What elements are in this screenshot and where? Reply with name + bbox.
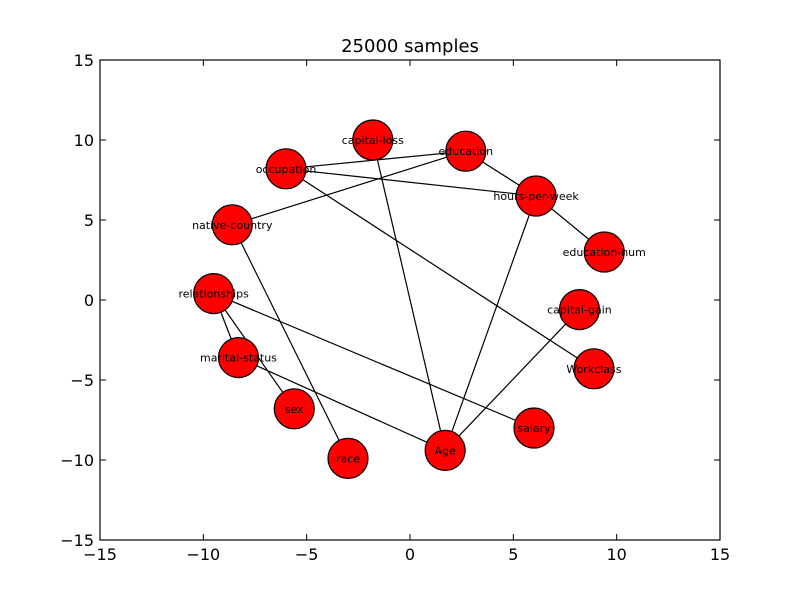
edge-occupation-hours-per-week: [285, 168, 537, 197]
y-tick-label: 5: [84, 211, 94, 230]
node-sex: [273, 388, 315, 430]
edge-native-country-race: [231, 224, 349, 459]
y-tick-label: 0: [84, 291, 94, 310]
node-education-num: [583, 231, 625, 273]
node-education: [445, 130, 487, 172]
edge-capital-loss-Age: [372, 139, 446, 451]
node-hours-per-week: [515, 175, 557, 217]
node-label-relationships: relationships: [178, 288, 249, 301]
node-capital-gain: [558, 289, 601, 331]
y-tick-label: 10: [74, 131, 94, 150]
node-native-country: [211, 204, 253, 246]
edge-marital-status-Age: [238, 357, 446, 451]
x-tick-label: −10: [186, 545, 220, 564]
x-tick-label: 15: [710, 545, 730, 564]
x-tick-label: 5: [508, 545, 518, 564]
edge-capital-gain-Age: [444, 309, 580, 451]
node-label-education: education: [439, 145, 494, 158]
node-label-occupation: occupation: [256, 163, 317, 176]
edge-education-native-country: [232, 150, 466, 226]
node-label-capital-gain: capital-gain: [547, 304, 612, 317]
node-relationships: [193, 273, 235, 315]
edge-relationships-salary: [213, 293, 535, 429]
x-tick-label: 0: [405, 545, 415, 564]
node-label-capital-loss: capital-loss: [342, 134, 404, 147]
y-tick-label: −15: [60, 531, 94, 550]
node-label-native-country: native-country: [192, 219, 273, 232]
node-label-Age: Age: [434, 444, 456, 457]
y-tick-label: 15: [74, 51, 94, 70]
x-tick-label: −15: [83, 545, 117, 564]
edge-occupation-Workclass: [285, 168, 595, 370]
node-label-marital-status: marital-status: [200, 352, 277, 365]
node-label-education-num: education-num: [563, 246, 646, 259]
node-occupation: [265, 148, 307, 190]
x-tick-label: −5: [295, 545, 319, 564]
plot-frame: [99, 59, 721, 541]
y-tick-label: −10: [60, 451, 94, 470]
x-tick-label: 10: [606, 545, 626, 564]
node-Age: [424, 429, 466, 471]
edge-hours-per-week-Age: [444, 195, 537, 451]
node-label-salary: salary: [517, 422, 551, 435]
figure-title: 25000 samples: [341, 36, 479, 57]
node-capital-loss: [352, 119, 394, 161]
node-label-sex: sex: [285, 403, 304, 416]
node-salary: [513, 407, 555, 449]
node-label-hours-per-week: hours-per-week: [493, 190, 579, 203]
nodes-layer: capital-loss education occupation hours-per…: [178, 119, 646, 479]
y-tick-label: −5: [70, 371, 94, 390]
node-label-race: race: [336, 452, 360, 465]
node-label-Workclass: Workclass: [566, 363, 621, 376]
node-Workclass: [573, 348, 615, 390]
node-marital-status: [217, 337, 260, 379]
node-race: [327, 437, 369, 479]
